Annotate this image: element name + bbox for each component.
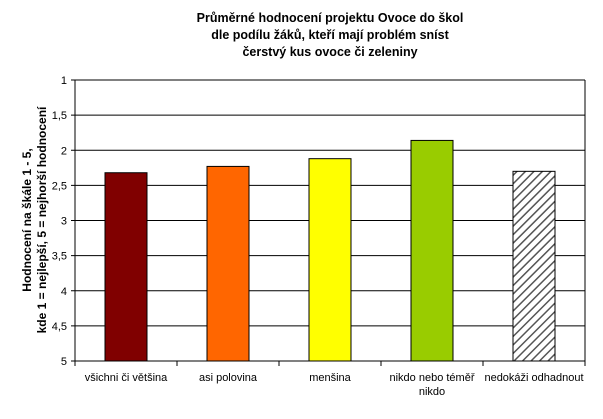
x-tick-label: nikdo nebo téměř <box>390 372 475 384</box>
x-tick-label: nikdo <box>419 386 445 398</box>
y-tick-label: 1,5 <box>52 110 67 122</box>
chart-title-line: dle podílu žáků, kteří mají problém snís… <box>211 28 449 42</box>
bar <box>512 170 556 362</box>
y-tick-label: 2,5 <box>52 180 67 192</box>
y-tick-label: 2 <box>61 145 67 157</box>
y-tick-label: 3 <box>61 216 67 228</box>
chart-title-line: Průměrné hodnocení projektu Ovoce do ško… <box>196 11 464 25</box>
y-tick-label: 4,5 <box>52 321 67 333</box>
y-tick-label: 3,5 <box>52 251 67 263</box>
chart-title: Průměrné hodnocení projektu Ovoce do ško… <box>75 10 585 61</box>
x-tick-label: menšina <box>309 372 351 384</box>
bar <box>206 165 250 362</box>
y-tick-label: 1 <box>61 75 67 87</box>
bar <box>104 172 148 362</box>
chart-title-line: čerstvý kus ovoce či zeleniny <box>242 45 418 59</box>
x-tick-label: všichni či většina <box>85 372 168 384</box>
x-tick-label: nedokáži odhadnout <box>484 372 583 384</box>
x-tick-label: asi polovina <box>199 372 258 384</box>
bar <box>410 139 454 362</box>
y-tick-label: 5 <box>61 356 67 368</box>
y-tick-label: 4 <box>61 286 67 298</box>
bar <box>308 158 352 362</box>
